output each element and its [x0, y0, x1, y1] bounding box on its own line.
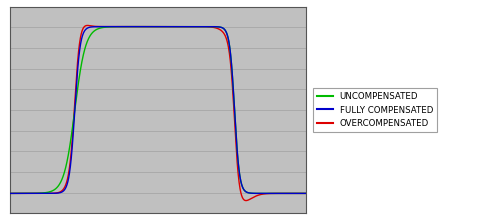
- Legend: UNCOMPENSATED, FULLY COMPENSATED, OVERCOMPENSATED: UNCOMPENSATED, FULLY COMPENSATED, OVERCO…: [312, 88, 436, 132]
